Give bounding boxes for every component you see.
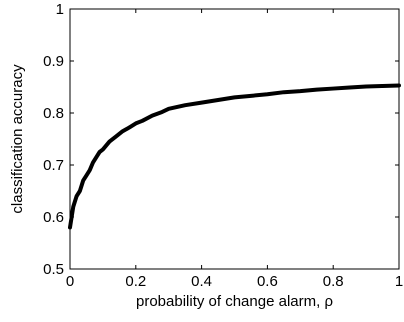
y-tick-label: 0.5 [43,261,64,278]
ticks-layer: 0 0.2 0.4 0.6 0.8 1 0.5 0.6 0.7 0.8 0.9 1 [43,1,403,290]
y-tick-label: 0.7 [43,157,64,174]
y-tick-label: 1 [56,1,64,18]
y-axis-label: classification accuracy [9,64,26,214]
x-axis-label: probability of change alarm, ρ [136,293,333,310]
y-tick-label: 0.9 [43,53,64,70]
series-line [68,83,401,230]
x-tick-label: 0.2 [125,273,146,290]
y-tick-label: 0.6 [43,209,64,226]
plot-frame [69,8,400,270]
x-tick-label: 0.6 [257,273,278,290]
x-tick-label: 0 [66,273,74,290]
y-tick-label: 0.8 [43,105,64,122]
x-tick-label: 0.8 [323,273,344,290]
x-tick-label: 0.4 [191,273,212,290]
x-tick-label: 1 [395,273,403,290]
